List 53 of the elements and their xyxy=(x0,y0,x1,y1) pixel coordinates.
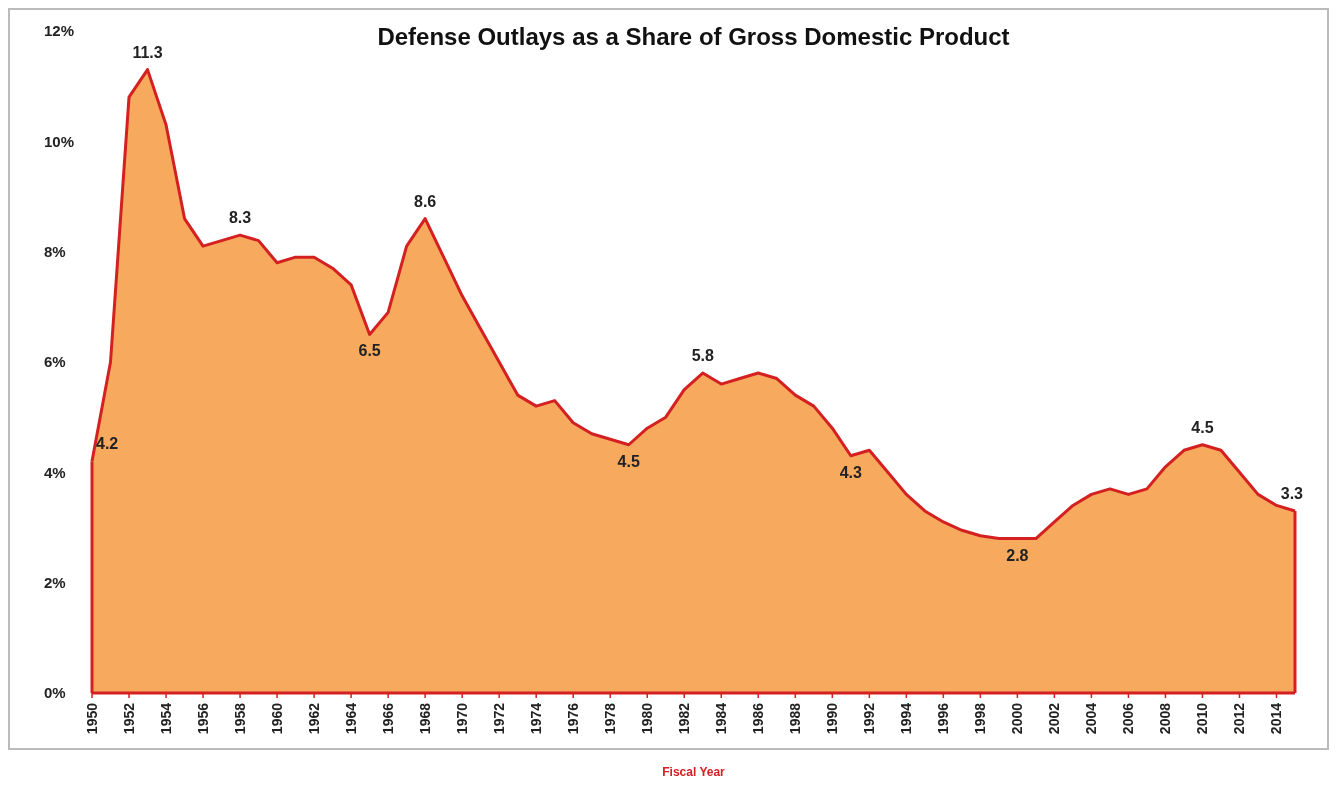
x-tick-label: 1954 xyxy=(157,702,174,735)
x-tick-label: 1962 xyxy=(305,702,322,735)
x-tick-label: 1956 xyxy=(194,702,211,735)
x-tick-label: 2004 xyxy=(1083,702,1100,735)
x-tick-label: 1950 xyxy=(83,702,100,735)
x-tick-label: 1974 xyxy=(528,702,545,735)
annotation: 4.5 xyxy=(617,452,640,470)
x-tick-label: 1952 xyxy=(120,702,137,735)
x-tick-label: 1970 xyxy=(454,702,471,735)
annotation: 4.3 xyxy=(839,463,863,481)
x-tick-label: 1984 xyxy=(713,702,730,735)
x-tick-label: 2014 xyxy=(1268,702,1285,735)
x-tick-label: 1964 xyxy=(343,702,360,735)
annotation: 8.6 xyxy=(414,192,437,210)
x-tick-label: 1966 xyxy=(380,702,397,735)
annotation: 2.8 xyxy=(1006,546,1029,564)
annotation: 6.5 xyxy=(358,342,381,360)
x-tick-label: 1976 xyxy=(565,702,582,735)
x-tick-label: 1992 xyxy=(861,702,878,735)
x-tick-label: 1980 xyxy=(639,702,656,735)
x-tick-label: 1960 xyxy=(268,702,285,735)
x-tick-label: 2012 xyxy=(1231,702,1248,735)
annotation: 4.2 xyxy=(96,435,119,453)
x-tick-label: 1958 xyxy=(231,702,248,735)
x-tick-label: 1996 xyxy=(935,702,952,735)
x-tick-label: 2000 xyxy=(1009,702,1026,735)
annotation: 3.3 xyxy=(1280,484,1304,502)
y-tick-label: 12% xyxy=(44,22,75,40)
annotation: 5.8 xyxy=(691,347,714,365)
y-tick-label: 0% xyxy=(44,684,66,702)
y-tick-label: 4% xyxy=(44,463,66,481)
x-tick-label: 1972 xyxy=(491,702,508,735)
x-tick-label: 1998 xyxy=(972,702,989,735)
x-tick-label: 2008 xyxy=(1157,702,1174,735)
x-tick-label: 1982 xyxy=(676,702,693,735)
x-tick-label: 2002 xyxy=(1046,702,1063,735)
y-tick-label: 2% xyxy=(44,573,66,591)
x-tick-label: 2006 xyxy=(1120,702,1137,735)
annotation: 8.3 xyxy=(228,209,252,227)
y-tick-label: 6% xyxy=(44,353,66,371)
y-tick-label: 10% xyxy=(44,132,75,150)
x-tick-label: 1988 xyxy=(787,702,804,735)
x-tick-label: 1986 xyxy=(750,702,767,735)
annotation: 4.5 xyxy=(1191,418,1214,436)
x-tick-label: 1978 xyxy=(602,702,619,735)
y-tick-label: 8% xyxy=(44,242,66,260)
x-tick-label: 1990 xyxy=(824,702,841,735)
annotation: 11.3 xyxy=(132,43,163,61)
x-axis-title: Fiscal Year xyxy=(662,765,726,779)
x-tick-label: 2010 xyxy=(1194,702,1211,735)
x-tick-label: 1994 xyxy=(898,702,915,735)
x-tick-label: 1968 xyxy=(417,702,434,735)
chart-title: Defense Outlays as a Share of Gross Domestic Product xyxy=(377,23,1010,50)
